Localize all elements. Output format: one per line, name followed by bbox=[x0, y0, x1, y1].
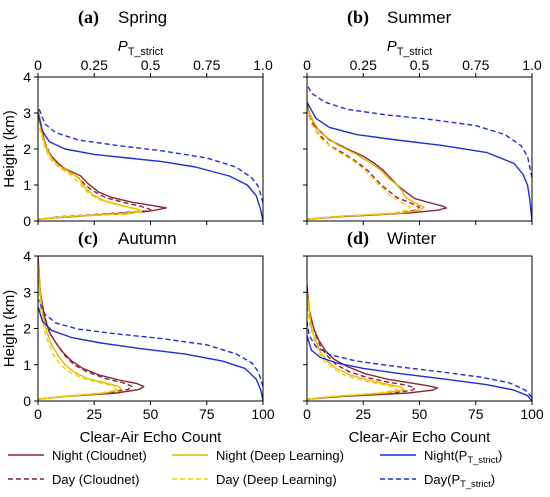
x-axis-label: Clear-Air Echo Count bbox=[349, 429, 492, 446]
top-tick-label: 0 bbox=[303, 57, 311, 73]
series-line-night-cloudnet- bbox=[307, 284, 439, 400]
legend-label-sub: T_strict bbox=[460, 479, 491, 489]
series-line-night-cloudnet- bbox=[307, 102, 448, 220]
panel-title: Autumn bbox=[118, 229, 177, 248]
series-group bbox=[307, 284, 532, 401]
legend: Night (Cloudnet) Day (Cloudnet) Night (Dee… bbox=[8, 448, 502, 489]
panel-letter: (d) bbox=[347, 228, 369, 249]
series-line-night-deep-learning- bbox=[307, 292, 405, 400]
top-tick-label: 0.25 bbox=[81, 57, 108, 73]
legend-item: Night (Cloudnet) bbox=[8, 448, 147, 463]
series-group bbox=[307, 83, 532, 221]
x-tick-label: 25 bbox=[355, 406, 371, 422]
x-axis-label: Clear-Air Echo Count bbox=[80, 429, 223, 446]
series-line-night-p-t-strict- bbox=[307, 101, 532, 221]
y-axis-label: Height (km) bbox=[1, 290, 18, 368]
y-tick-label: 4 bbox=[23, 248, 31, 264]
legend-item: Night (Deep Learning) bbox=[172, 448, 344, 463]
panel-letter: (c) bbox=[78, 228, 98, 249]
legend-item: Day (Deep Learning) bbox=[172, 472, 337, 487]
series-line-day-cloudnet- bbox=[307, 295, 416, 400]
series-line-night-deep-learning- bbox=[307, 105, 425, 220]
legend-label: Day (Cloudnet) bbox=[52, 472, 139, 487]
x-tick-label: 25 bbox=[86, 406, 102, 422]
panel-2: 0 1 2 3 4 Height (km) 0 25 50 75 100 (c) Autumn bbox=[1, 228, 275, 422]
series-line-night-cloudnet- bbox=[38, 256, 145, 400]
top-tick-label: 1.0 bbox=[522, 57, 542, 73]
top-axis-label-sub: T_strict bbox=[397, 46, 432, 58]
legend-label: Day (Deep Learning) bbox=[216, 472, 337, 487]
legend-item: Day(PT_strict) bbox=[380, 472, 495, 489]
legend-label-sub: T_strict bbox=[467, 455, 498, 465]
x-tick-label: 75 bbox=[199, 406, 215, 422]
y-tick-label: 1 bbox=[23, 357, 31, 373]
top-tick-label: 0.25 bbox=[350, 57, 377, 73]
legend-label-end: ) bbox=[498, 448, 502, 463]
legend-label-main: Day(P bbox=[424, 472, 460, 487]
series-line-day-p-t-strict- bbox=[307, 83, 532, 178]
series-group bbox=[38, 105, 263, 221]
series-line-day-deep-learning- bbox=[307, 299, 398, 400]
y-tick-label: 2 bbox=[23, 321, 31, 337]
series-line-night-p-t-strict- bbox=[38, 306, 263, 401]
legend-item: Day (Cloudnet) bbox=[8, 472, 139, 487]
top-axis-label-sub: T_strict bbox=[128, 46, 163, 58]
legend-item: Night(PT_strict) bbox=[380, 448, 502, 465]
y-tick-label: 4 bbox=[23, 69, 31, 85]
plot-frame bbox=[37, 76, 264, 222]
x-tick-label: 0 bbox=[34, 406, 42, 422]
series-line-day-p-t-strict- bbox=[307, 321, 532, 398]
panel-title: Winter bbox=[387, 229, 436, 248]
panel-title: Summer bbox=[387, 8, 452, 27]
x-tick-label: 100 bbox=[520, 406, 544, 422]
y-axis-label: Height (km) bbox=[1, 110, 18, 188]
series-line-day-deep-learning- bbox=[307, 109, 412, 220]
panel-letter: (b) bbox=[347, 7, 369, 28]
legend-label: Day(PT_strict) bbox=[424, 472, 495, 489]
series-line-day-deep-learning- bbox=[38, 116, 143, 220]
series-line-day-p-t-strict- bbox=[38, 105, 263, 204]
x-tick-label: 0 bbox=[303, 406, 311, 422]
top-axis-label: PT_strict bbox=[118, 38, 163, 58]
panel-1: 0 0.25 0.5 0.75 1.0 PT_strict (b) Summer bbox=[303, 7, 542, 225]
y-tick-label: 0 bbox=[23, 393, 31, 409]
top-tick-label: 0 bbox=[34, 57, 42, 73]
series-line-day-deep-learning- bbox=[38, 274, 118, 400]
top-axis-label-main: P bbox=[387, 38, 397, 55]
series-line-day-cloudnet- bbox=[38, 112, 152, 220]
y-tick-label: 3 bbox=[23, 105, 31, 121]
x-tick-label: 100 bbox=[251, 406, 275, 422]
series-line-night-p-t-strict- bbox=[307, 335, 532, 401]
x-tick-label: 75 bbox=[468, 406, 484, 422]
y-tick-label: 0 bbox=[23, 213, 31, 229]
series-group bbox=[38, 256, 263, 401]
x-tick-label: 50 bbox=[412, 406, 428, 422]
plot-frame bbox=[37, 255, 264, 402]
legend-label: Night (Cloudnet) bbox=[52, 448, 147, 463]
top-tick-label: 0.75 bbox=[462, 57, 489, 73]
plot-frame bbox=[306, 255, 533, 402]
x-tick-label: 50 bbox=[143, 406, 159, 422]
top-tick-label: 0.75 bbox=[193, 57, 220, 73]
top-tick-label: 0.5 bbox=[410, 57, 430, 73]
series-line-night-deep-learning- bbox=[38, 109, 143, 220]
top-axis-label-main: P bbox=[118, 38, 128, 55]
panel-0: 0 1 2 3 4 Height (km) 0 0.25 0.5 0.75 1.0 PT_strict… bbox=[1, 7, 273, 229]
y-tick-label: 2 bbox=[23, 141, 31, 157]
legend-label-end: ) bbox=[491, 472, 495, 487]
top-axis-label: PT_strict bbox=[387, 38, 432, 58]
top-tick-label: 0.5 bbox=[141, 57, 161, 73]
panel-title: Spring bbox=[118, 8, 167, 27]
top-tick-label: 1.0 bbox=[253, 57, 273, 73]
y-tick-label: 1 bbox=[23, 177, 31, 193]
series-line-night-p-t-strict- bbox=[38, 112, 263, 221]
legend-label: Night(PT_strict) bbox=[424, 448, 502, 465]
y-tick-label: 3 bbox=[23, 284, 31, 300]
legend-label: Night (Deep Learning) bbox=[216, 448, 344, 463]
panel-letter: (a) bbox=[78, 7, 99, 28]
panel-3: 0 25 50 75 100 (d) Winter bbox=[303, 228, 544, 422]
legend-label-main: Night(P bbox=[424, 448, 467, 463]
series-line-day-p-t-strict- bbox=[38, 299, 263, 387]
